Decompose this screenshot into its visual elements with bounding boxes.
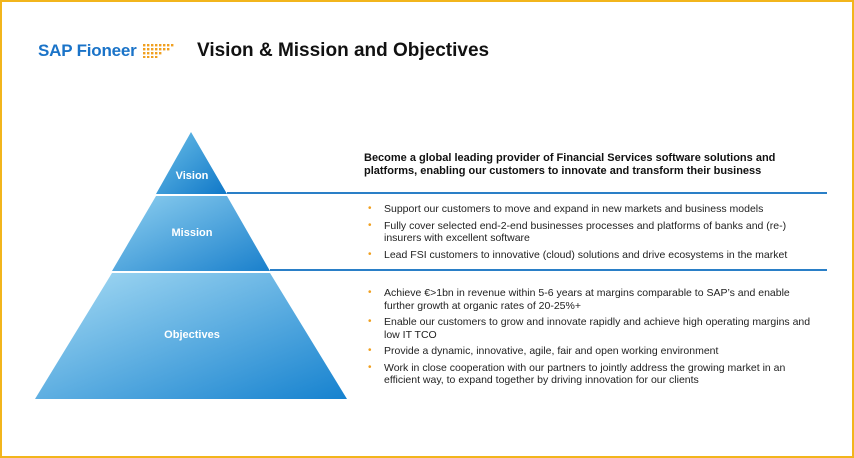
- logo-text: SAP Fioneer: [38, 41, 137, 60]
- pyramid-vision-section: [156, 132, 227, 194]
- mission-list: Support our customers to move and expand…: [364, 203, 814, 265]
- list-item: Support our customers to move and expand…: [364, 203, 814, 216]
- pyramid-label-mission: Mission: [171, 227, 213, 239]
- list-item: Enable our customers to grow and innovat…: [364, 316, 814, 341]
- list-item: Lead FSI customers to innovative (cloud)…: [364, 249, 814, 262]
- list-item: Work in close cooperation with our partn…: [364, 362, 814, 387]
- divider-mission: [270, 269, 827, 271]
- list-item: Fully cover selected end-2-end businesse…: [364, 220, 814, 245]
- logo-dots-icon: [142, 44, 173, 58]
- page-title: Vision & Mission and Objectives: [197, 40, 490, 61]
- logo: SAP Fioneer: [38, 41, 177, 61]
- pyramid-mission-section: [112, 196, 270, 271]
- vision-statement: Become a global leading provider of Fina…: [364, 152, 776, 177]
- pyramid-label-objectives: Objectives: [164, 329, 220, 341]
- pyramid-label-vision: Vision: [175, 170, 209, 182]
- list-item: Provide a dynamic, innovative, agile, fa…: [364, 345, 814, 358]
- divider-vision: [227, 192, 827, 194]
- pyramid-objectives-section: [35, 273, 347, 399]
- list-item: Achieve €>1bn in revenue within 5-6 year…: [364, 287, 814, 312]
- objectives-list: Achieve €>1bn in revenue within 5-6 year…: [364, 287, 814, 391]
